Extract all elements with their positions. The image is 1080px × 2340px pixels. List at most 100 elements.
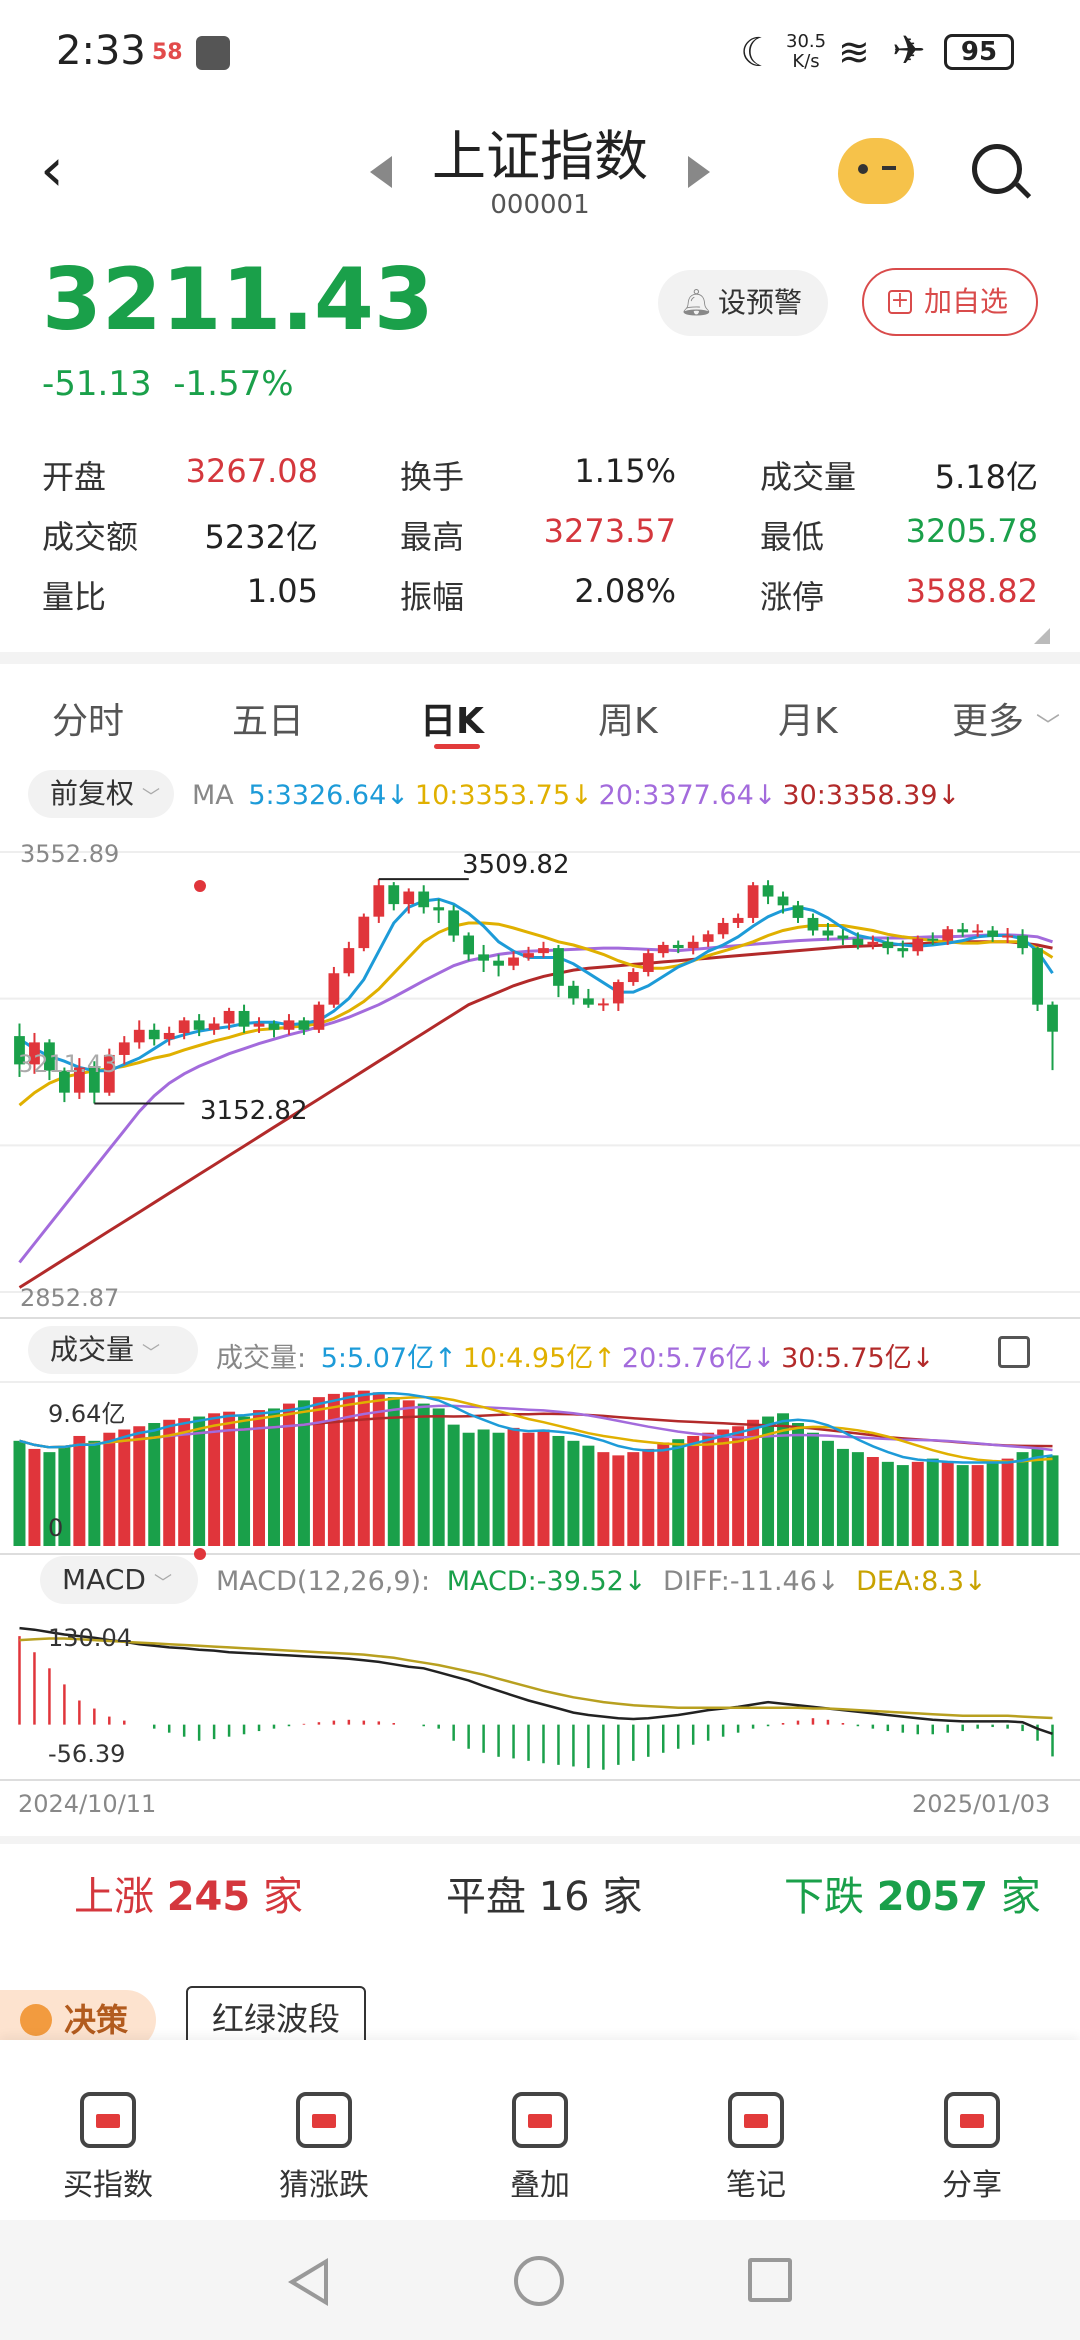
volume-ma-legend-item: 20:5.76亿↓	[621, 1343, 776, 1374]
chevron-down-icon[interactable]: ﹀	[1036, 712, 1060, 740]
candle-body	[178, 1020, 190, 1033]
volume-bar	[597, 1452, 610, 1546]
nav-back-icon[interactable]	[288, 2258, 328, 2306]
candle-body	[14, 1036, 25, 1065]
tab-item[interactable]: 周K	[598, 701, 658, 742]
mascot-icon[interactable]	[838, 138, 914, 204]
toolbar-label: 笔记	[726, 2168, 786, 2203]
candle-body	[867, 941, 879, 945]
candle-body	[687, 941, 699, 949]
volume-bar	[372, 1392, 385, 1546]
candle-body	[448, 910, 460, 936]
volume-bar	[133, 1426, 146, 1546]
stat-value: 3273.57	[543, 512, 676, 550]
volume-bar	[223, 1411, 236, 1546]
volume-bar	[312, 1397, 325, 1546]
edit-icon[interactable]	[998, 1336, 1030, 1368]
candle-body	[972, 930, 984, 933]
volume-bar	[821, 1440, 834, 1546]
ma-legend-item: 20:3377.64↓	[598, 780, 777, 811]
set-alert-label: 设预警	[718, 286, 803, 319]
volume-bar	[1016, 1452, 1029, 1546]
volume-bar	[627, 1452, 640, 1546]
low-marker-label: 3152.82	[200, 1096, 308, 1126]
candle-body	[478, 954, 489, 961]
candle-body	[987, 930, 999, 937]
volume-zero-label: 0	[48, 1514, 64, 1542]
back-icon[interactable]: ‹	[40, 135, 64, 205]
add-watchlist-button[interactable]: + 加自选	[862, 268, 1038, 336]
candle-body	[897, 948, 909, 952]
candle-body	[837, 935, 849, 939]
volume-bar	[357, 1390, 370, 1546]
toolbar-item[interactable]: 分享	[864, 2052, 1080, 2204]
stat-label: 振幅	[400, 578, 465, 616]
prev-stock-arrow-icon[interactable]	[370, 156, 392, 188]
candle-body	[657, 944, 669, 954]
unchanged[interactable]: 平盘 16 家	[446, 1874, 643, 1920]
start-date: 2024/10/11	[18, 1790, 157, 1818]
candle-body	[627, 971, 639, 983]
tab-item[interactable]: 更多	[952, 701, 1025, 742]
toolbar-icon	[80, 2092, 136, 2148]
nav-home-icon[interactable]	[514, 2256, 564, 2306]
volume-bar	[477, 1429, 490, 1546]
nav-recents-icon[interactable]	[748, 2258, 792, 2302]
candle-body	[717, 922, 729, 935]
ma-legend-item: 10:3353.75↓	[414, 780, 593, 811]
volume-ma-legend-item: 30:5.75亿↓	[781, 1343, 935, 1374]
active-tab-indicator	[434, 744, 480, 749]
volume-bar	[642, 1448, 655, 1546]
search-icon[interactable]	[972, 144, 1022, 194]
candle-body	[418, 891, 430, 908]
volume-bar	[268, 1408, 280, 1546]
volume-bar	[447, 1424, 460, 1546]
candle-body	[807, 917, 819, 931]
stat-value: 1.15%	[574, 452, 676, 490]
candle-body	[1032, 948, 1043, 1005]
expand-corner-icon[interactable]	[1034, 628, 1050, 644]
change-percent: -1.57%	[173, 364, 294, 404]
red-green-wave-tab[interactable]: 红绿波段	[186, 1986, 366, 2052]
volume-bar	[552, 1435, 565, 1546]
candle-body	[508, 957, 519, 966]
volume-bar	[956, 1465, 969, 1546]
plus-box-icon: +	[888, 290, 912, 314]
macd-bottom-label: -56.39	[48, 1740, 126, 1768]
stat-value: 1.05	[246, 572, 318, 610]
volume-bar	[986, 1461, 999, 1546]
stat-label: 成交额	[42, 518, 139, 556]
candle-body	[852, 938, 864, 945]
volume-bar	[327, 1393, 340, 1546]
macd-selector[interactable]: MACD ﹀	[40, 1556, 198, 1604]
candle-body	[253, 1023, 265, 1027]
end-date: 2025/01/03	[912, 1790, 1051, 1818]
battery-icon: 95	[944, 34, 1014, 70]
toolbar-item[interactable]: 买指数	[0, 2052, 216, 2204]
toolbar-item[interactable]: 猜涨跌	[216, 2052, 432, 2204]
tab-item[interactable]: 日K	[420, 701, 484, 742]
tab-item[interactable]: 五日	[232, 701, 305, 742]
candle-body	[1017, 935, 1028, 949]
tab-item[interactable]: 月K	[778, 701, 838, 742]
candle-body	[523, 953, 534, 958]
candle-body	[912, 938, 924, 952]
decliners[interactable]: 下跌 2057 家	[784, 1874, 1041, 1920]
set-alert-button[interactable]: 🔔︎ 设预警	[658, 270, 828, 336]
toolbar-item[interactable]: 叠加	[432, 2052, 648, 2204]
volume-bar	[941, 1461, 954, 1546]
volume-bar	[28, 1448, 41, 1546]
stat-label: 成交量	[760, 458, 857, 496]
toolbar-item[interactable]: 笔记	[648, 2052, 864, 2204]
volume-bar	[836, 1448, 849, 1546]
candle-body	[612, 982, 624, 1004]
adjust-selector[interactable]: 前复权 ﹀	[28, 770, 174, 818]
candle-body	[103, 1054, 115, 1093]
kline-chart[interactable]	[0, 830, 1080, 1810]
volume-selector[interactable]: 成交量 ﹀	[28, 1326, 198, 1374]
candle-body	[44, 1042, 55, 1071]
tab-item[interactable]: 分时	[52, 701, 125, 742]
next-stock-arrow-icon[interactable]	[688, 156, 710, 188]
advancers[interactable]: 上涨 245 家	[74, 1874, 303, 1920]
diff-line	[19, 1626, 1053, 1735]
